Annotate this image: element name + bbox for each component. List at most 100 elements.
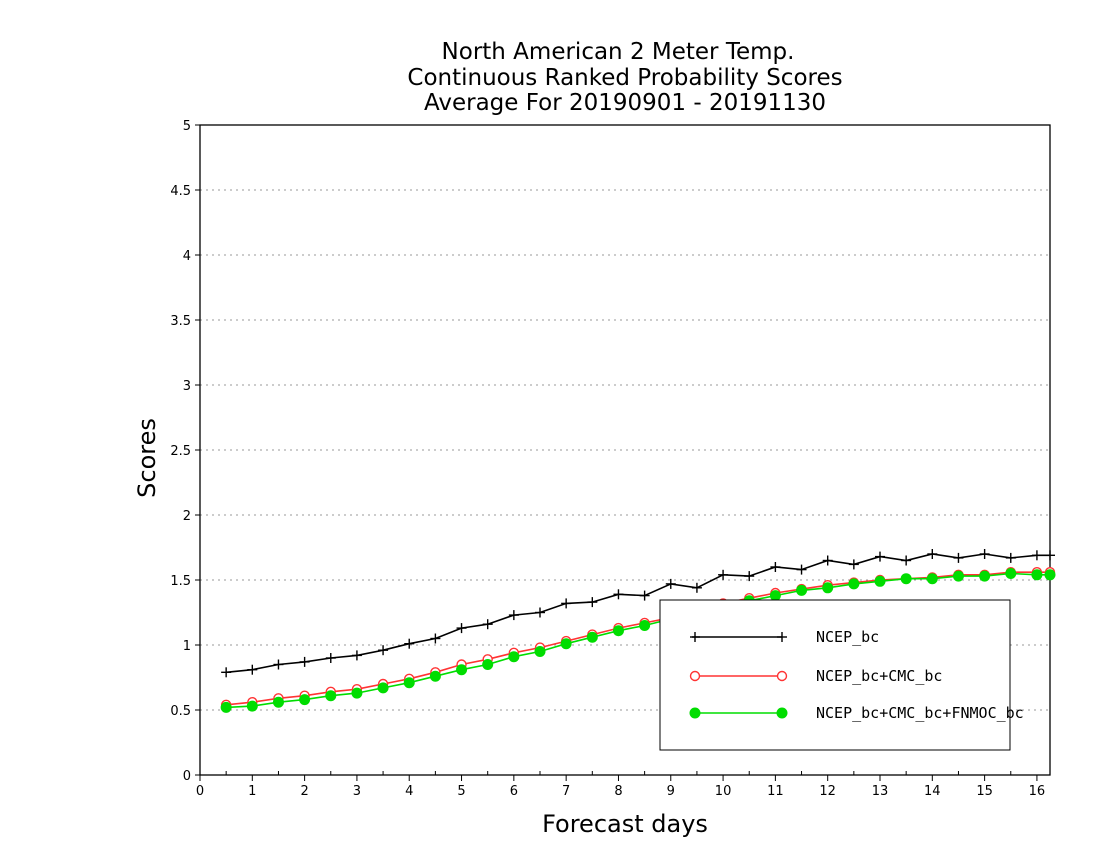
x-tick-label: 0 [196,784,204,799]
y-tick-label: 0 [183,769,191,784]
data-point [587,597,598,608]
data-point [221,667,232,678]
data-point [926,573,938,585]
x-tick-label: 4 [405,784,413,799]
data-point [874,575,886,587]
data-point [613,589,624,600]
y-tick-label: 1.5 [170,574,191,589]
y-tick-label: 4.5 [170,184,191,199]
x-tick-label: 1 [248,784,256,799]
data-point [325,653,336,663]
x-tick-label: 15 [976,784,993,799]
data-point [900,573,912,585]
data-point [586,631,598,643]
series-0 [221,549,1055,678]
data-point [875,551,885,562]
data-point [377,682,389,694]
data-point [1005,568,1017,579]
data-point [901,555,912,566]
chart-title-line-2: Continuous Ranked Probability Scores [407,65,842,91]
data-point [979,570,991,582]
data-point [482,619,493,630]
data-point [665,578,676,589]
data-point [351,650,362,661]
data-point [1044,569,1056,581]
data-point [718,569,729,580]
y-tick-label: 3.5 [170,314,191,329]
data-point [639,590,650,601]
data-point [508,651,520,663]
legend-entry-label: NCEP_bc [816,628,879,646]
data-point [508,610,519,621]
x-tick-label: 11 [767,784,784,799]
data-point [744,571,755,582]
y-tick-label: 5 [183,119,191,134]
series-lines [220,549,1056,713]
data-point [560,638,572,650]
chart-title: North American 2 Meter Temp. Continuous … [407,39,842,116]
x-axis-label: Forecast days [542,810,708,838]
data-point [561,598,572,609]
data-point [534,646,546,657]
legend-marker [689,707,701,719]
legend-marker [776,707,788,719]
data-point [482,659,494,670]
x-tick-label: 3 [353,784,361,799]
x-tick-label: 16 [1029,784,1046,799]
data-point [796,584,808,596]
data-point [456,664,468,676]
y-tick-label: 0.5 [170,704,191,719]
data-point [769,590,781,602]
data-point [770,562,781,572]
data-point [979,549,990,559]
data-point [404,638,415,649]
data-point [247,664,258,675]
x-tick-label: 6 [510,784,518,799]
x-tick-label: 13 [872,784,889,799]
data-point [325,690,337,702]
y-axis-label: Scores [133,418,161,498]
y-tick-label: 2.5 [170,444,191,459]
legend-entry-label: NCEP_bc+CMC_bc+FNMOC_bc [816,704,1024,722]
legend-marker [689,670,701,682]
y-tick-label: 1 [183,639,191,654]
data-point [927,549,938,559]
data-point [299,694,311,706]
x-tick-label: 14 [924,784,941,799]
chart-title-line-1: North American 2 Meter Temp. [442,39,795,65]
legend-entry-label: NCEP_bc+CMC_bc [816,667,942,685]
data-point [273,659,284,670]
legend-marker [690,632,700,642]
data-point [378,645,389,656]
data-point [848,559,859,570]
x-tick-label: 9 [667,784,675,799]
legend-box [659,599,1011,751]
y-tick-label: 2 [183,509,191,524]
data-point [351,687,363,699]
data-point [430,633,441,644]
x-tick-label: 12 [819,784,836,799]
data-point [691,582,702,593]
y-tick-label: 3 [183,379,191,394]
data-point [639,620,651,631]
data-point [612,625,624,637]
series-2 [220,568,1056,713]
data-point [272,696,284,708]
x-tick-label: 8 [614,784,622,799]
chart-title-line-3: Average For 20190901 - 20191130 [424,90,826,116]
data-point [848,578,860,590]
data-point [796,564,807,575]
x-tick-label: 7 [562,784,570,799]
data-point [246,700,258,712]
data-point [1031,550,1042,561]
data-point [1005,552,1016,563]
data-point [220,701,232,713]
data-point [403,677,415,689]
data-point [822,582,834,594]
data-point [535,607,545,618]
x-tick-label: 2 [300,784,308,799]
legend-marker [776,670,788,682]
data-point [952,570,964,582]
data-point [822,555,833,566]
